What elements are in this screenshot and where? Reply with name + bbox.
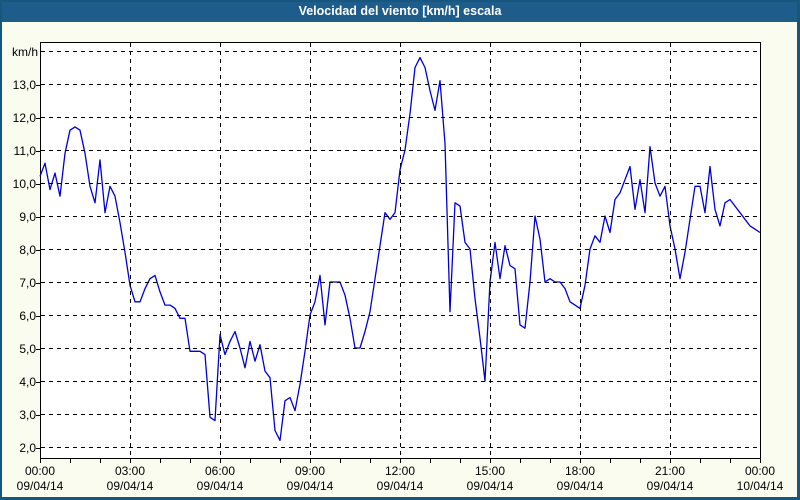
x-axis-tick xyxy=(610,459,611,463)
x-axis-date-label: 09/04/14 xyxy=(376,479,424,493)
y-axis-tick xyxy=(36,448,40,449)
x-axis-tick xyxy=(640,459,641,463)
x-axis-tick xyxy=(190,459,191,463)
y-axis-tick xyxy=(36,415,40,416)
v-gridline xyxy=(130,43,131,462)
x-axis-tick xyxy=(250,459,251,463)
y-axis-tick-label: 12,0 xyxy=(12,111,36,125)
window-title: Velocidad del viento [km/h] escala xyxy=(298,4,502,18)
x-axis-tick xyxy=(130,459,131,463)
x-axis-tick xyxy=(490,459,491,463)
y-axis-tick xyxy=(36,316,40,317)
y-axis-tick xyxy=(36,118,40,119)
x-axis-date-label: 09/04/14 xyxy=(16,479,64,493)
x-axis-tick xyxy=(40,459,41,463)
x-axis-time-label: 15:00 xyxy=(474,464,506,478)
y-axis-tick xyxy=(36,382,40,383)
x-axis-tick xyxy=(460,459,461,463)
x-axis-tick xyxy=(160,459,161,463)
x-axis-date-label: 09/04/14 xyxy=(556,479,604,493)
y-axis-tick-label: 7,0 xyxy=(19,276,36,290)
y-axis-tick xyxy=(36,250,40,251)
x-axis-time-label: 03:00 xyxy=(114,464,146,478)
v-gridline xyxy=(670,43,671,462)
y-axis-tick xyxy=(36,151,40,152)
y-axis-tick xyxy=(36,217,40,218)
x-axis-tick xyxy=(370,459,371,463)
plot-area xyxy=(39,42,761,462)
v-gridline xyxy=(490,43,491,462)
x-axis-tick xyxy=(580,459,581,463)
y-axis-tick-label: 8,0 xyxy=(19,243,36,257)
y-axis-tick-label: 13,0 xyxy=(12,78,36,92)
x-axis-tick xyxy=(430,459,431,463)
y-axis-tick-label: 5,0 xyxy=(19,342,36,356)
x-axis-date-label: 09/04/14 xyxy=(106,479,154,493)
x-axis-date-label: 09/04/14 xyxy=(286,479,334,493)
window-title-bar: Velocidad del viento [km/h] escala xyxy=(2,2,797,22)
x-axis-tick xyxy=(340,459,341,463)
y-axis-tick xyxy=(36,283,40,284)
y-axis-unit-label: km/h xyxy=(11,45,38,59)
x-axis-time-label: 18:00 xyxy=(564,464,596,478)
x-axis-time-label: 00:00 xyxy=(744,464,776,478)
x-axis-time-label: 09:00 xyxy=(294,464,326,478)
y-axis-tick xyxy=(36,349,40,350)
x-axis-date-label: 09/04/14 xyxy=(196,479,244,493)
x-axis-tick xyxy=(220,459,221,463)
x-axis-tick xyxy=(70,459,71,463)
y-axis-tick-label: 4,0 xyxy=(19,375,36,389)
x-axis-time-label: 00:00 xyxy=(24,464,56,478)
v-gridline xyxy=(580,43,581,462)
x-axis-tick xyxy=(550,459,551,463)
x-axis-time-label: 12:00 xyxy=(384,464,416,478)
y-axis-tick-label: 2,0 xyxy=(19,441,36,455)
x-axis-time-label: 21:00 xyxy=(654,464,686,478)
y-axis-tick xyxy=(36,85,40,86)
x-axis-tick xyxy=(520,459,521,463)
y-axis-tick xyxy=(36,184,40,185)
x-axis-tick xyxy=(700,459,701,463)
x-axis-tick xyxy=(280,459,281,463)
x-axis-tick xyxy=(100,459,101,463)
x-axis-date-label: 09/04/14 xyxy=(646,479,694,493)
y-axis-tick-label: 3,0 xyxy=(19,408,36,422)
v-gridline xyxy=(220,43,221,462)
v-gridline xyxy=(400,43,401,462)
y-axis-tick-label: 11,0 xyxy=(13,144,36,158)
x-axis-tick xyxy=(400,459,401,463)
x-axis-tick xyxy=(730,459,731,463)
y-axis-tick-label: 10,0 xyxy=(12,177,36,191)
x-axis-tick xyxy=(760,459,761,463)
x-axis-tick xyxy=(310,459,311,463)
x-axis-date-label: 10/04/14 xyxy=(736,479,784,493)
x-axis-date-label: 09/04/14 xyxy=(466,479,514,493)
y-axis-tick-label: 9,0 xyxy=(19,210,36,224)
y-axis-tick-label: 6,0 xyxy=(19,309,36,323)
x-axis-tick xyxy=(670,459,671,463)
v-gridline xyxy=(310,43,311,462)
x-axis-time-label: 06:00 xyxy=(204,464,236,478)
